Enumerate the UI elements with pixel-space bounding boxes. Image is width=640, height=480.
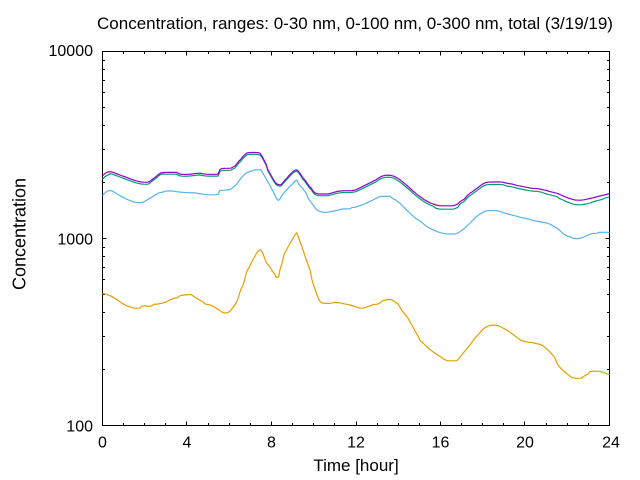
svg-text:20: 20 [516,434,534,451]
svg-text:Concentration: Concentration [10,178,30,290]
svg-text:0: 0 [98,434,107,451]
svg-text:12: 12 [347,434,365,451]
svg-text:10000: 10000 [49,43,94,60]
svg-text:100: 100 [66,418,93,435]
svg-text:1000: 1000 [57,231,93,248]
svg-text:Time [hour]: Time [hour] [313,456,398,475]
svg-text:16: 16 [432,434,450,451]
svg-text:Concentration, ranges: 0-30 nm: Concentration, ranges: 0-30 nm, 0-100 nm… [97,14,613,33]
svg-text:24: 24 [602,434,620,451]
svg-text:8: 8 [267,434,276,451]
svg-text:4: 4 [183,434,192,451]
